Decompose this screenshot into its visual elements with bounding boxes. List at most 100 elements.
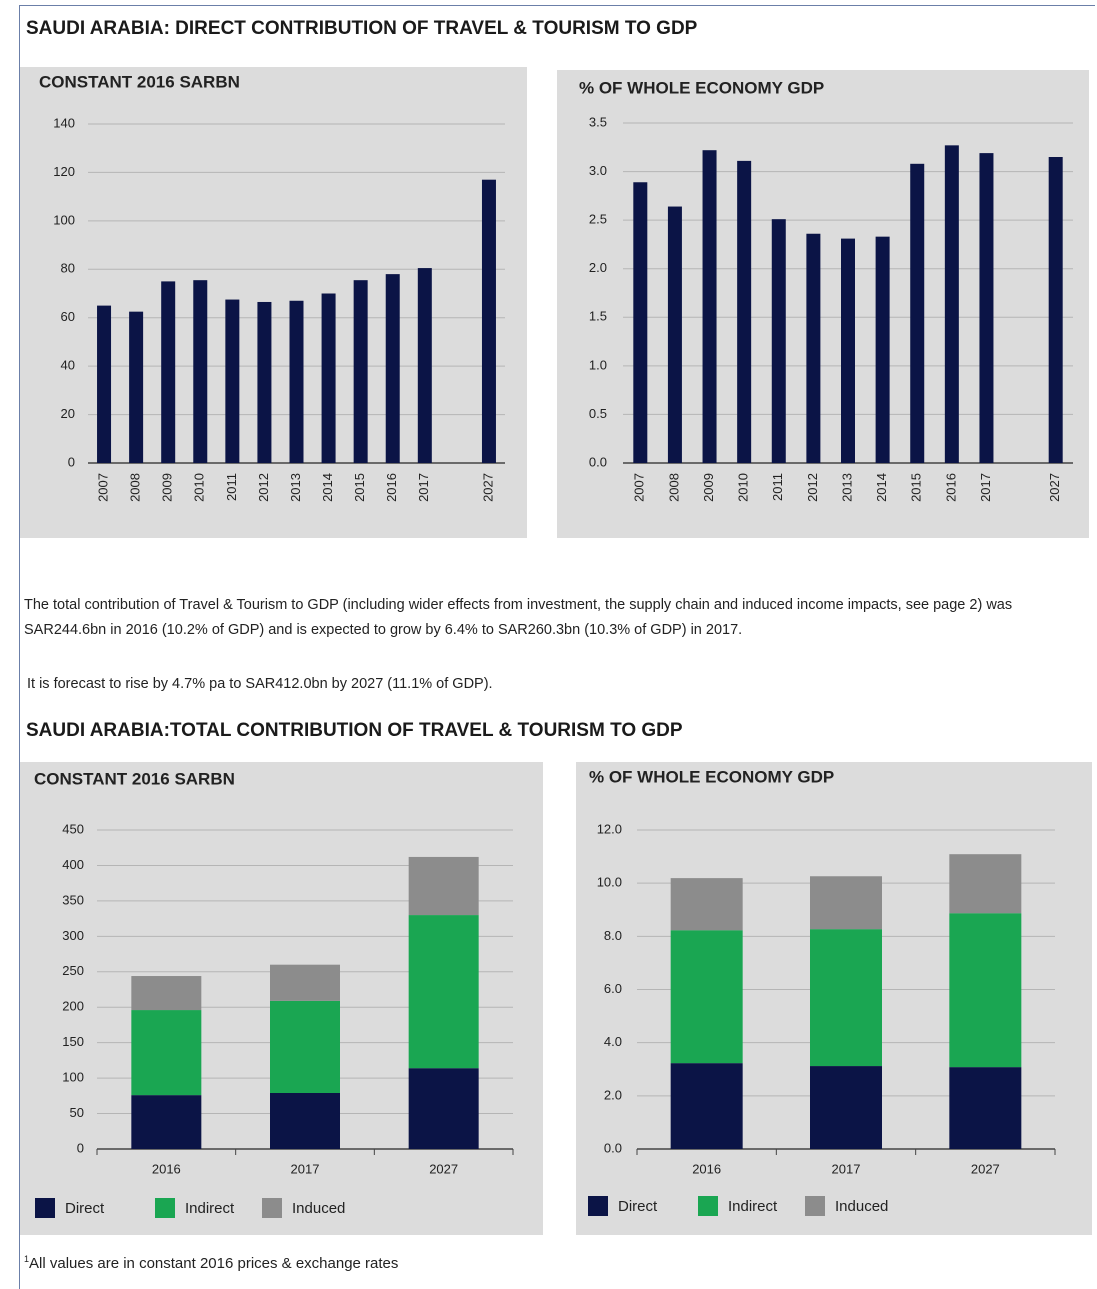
bar-segment — [670, 1063, 743, 1149]
bar — [841, 238, 855, 463]
x-tick-label: 2008 — [128, 473, 143, 502]
bar — [129, 311, 144, 463]
y-tick-label: 150 — [62, 1034, 84, 1049]
x-tick-label: 2008 — [666, 473, 681, 502]
bar — [257, 301, 272, 463]
paragraph: The total contribution of Travel & Touri… — [24, 597, 1013, 638]
chart-panel: % OF WHOLE ECONOMY GDP 0.0 2.0 4.0 6.0 8.0 10.… — [576, 762, 1092, 1235]
bar — [225, 299, 240, 463]
bar — [806, 233, 821, 463]
bar — [702, 150, 717, 463]
bar-segment — [131, 976, 202, 1011]
x-tick-label: 2007 — [632, 473, 647, 502]
bar — [353, 280, 368, 463]
x-tick-label: 2007 — [95, 473, 110, 502]
bar — [1048, 157, 1063, 463]
bar-segment — [131, 1095, 202, 1149]
bar — [385, 274, 400, 463]
bar-segment — [670, 930, 743, 1064]
y-tick-label: 0.0 — [589, 454, 607, 469]
bar-segment — [949, 854, 1022, 914]
y-tick-label: 140 — [53, 115, 75, 130]
chart-title: % OF WHOLE ECONOMY GDP — [589, 767, 834, 786]
bar-segment — [408, 915, 479, 1069]
chart-panel: CONSTANT 2016 SARBN 0 20 40 60 80 100 120 140 200… — [20, 67, 527, 538]
chart-title: % OF WHOLE ECONOMY GDP — [579, 78, 824, 97]
bar — [97, 305, 112, 463]
y-tick-label: 350 — [62, 892, 84, 907]
chart: % OF WHOLE ECONOMY GDP 0.0 0.5 1.0 1.5 2.0 2.5… — [579, 78, 1073, 502]
y-tick-label: 2.5 — [589, 212, 607, 227]
y-tick-label: 250 — [62, 963, 84, 978]
bar — [910, 163, 925, 464]
x-tick-label: 2016 — [152, 1161, 181, 1176]
legend-swatch — [155, 1198, 175, 1218]
y-tick-label: 400 — [62, 857, 84, 872]
x-tick-label: 2011 — [770, 473, 785, 501]
y-tick-label: 200 — [62, 999, 84, 1014]
chart-title: CONSTANT 2016 SARBN — [34, 769, 235, 788]
bar-segment — [670, 878, 743, 931]
bar-segment — [810, 929, 882, 1067]
bar — [321, 293, 336, 463]
x-tick-label: 2011 — [224, 473, 239, 501]
footnote: 1All values are in constant 2016 prices … — [24, 1254, 398, 1272]
chart: CONSTANT 2016 SARBN 0 50 100 150 200 250 300 350… — [34, 769, 514, 1218]
legend-label: Direct — [618, 1198, 658, 1215]
x-tick-label: 2015 — [352, 473, 367, 502]
x-tick-label: 2014 — [874, 473, 889, 502]
legend-swatch — [262, 1198, 282, 1218]
bar — [979, 153, 994, 463]
x-tick-label: 2017 — [832, 1161, 861, 1176]
x-tick-label: 2027 — [480, 473, 495, 502]
y-tick-label: 6.0 — [604, 981, 622, 996]
footnote-text: All values are in constant 2016 prices &… — [29, 1255, 399, 1272]
y-tick-label: 450 — [62, 821, 84, 836]
x-tick-label: 2017 — [291, 1161, 320, 1176]
x-tick-label: 2027 — [971, 1161, 1000, 1176]
y-tick-label: 40 — [61, 358, 75, 373]
x-tick-label: 2017 — [416, 473, 431, 502]
y-tick-label: 100 — [62, 1070, 84, 1085]
y-tick-label: 1.5 — [589, 309, 607, 324]
bar — [771, 219, 786, 463]
x-tick-label: 2015 — [909, 473, 924, 502]
y-tick-label: 300 — [62, 928, 84, 943]
y-tick-label: 0 — [77, 1140, 84, 1155]
bar-segment — [270, 964, 340, 1001]
page-frame — [19, 5, 1095, 1289]
y-tick-label: 2.0 — [604, 1087, 622, 1102]
x-tick-label: 2016 — [943, 473, 958, 502]
y-tick-label: 12.0 — [597, 821, 622, 836]
bar-segment — [408, 856, 479, 916]
x-tick-label: 2016 — [384, 473, 399, 502]
x-tick-label: 2010 — [192, 473, 207, 502]
chart: % OF WHOLE ECONOMY GDP 0.0 2.0 4.0 6.0 8.0 10.… — [588, 767, 1056, 1216]
bar — [193, 280, 208, 463]
x-tick-label: 2013 — [839, 473, 854, 502]
y-tick-label: 80 — [61, 261, 75, 276]
section-title: SAUDI ARABIA:TOTAL CONTRIBUTION OF TRAVE… — [26, 720, 683, 741]
legend-label: Induced — [835, 1198, 888, 1215]
y-tick-label: 3.0 — [589, 163, 607, 178]
y-tick-label: 0 — [68, 454, 75, 469]
x-tick-label: 2013 — [288, 473, 303, 502]
bar — [161, 281, 176, 463]
legend-label: Induced — [292, 1200, 345, 1217]
y-tick-label: 100 — [53, 212, 75, 227]
y-tick-label: 8.0 — [604, 928, 622, 943]
chart-panel: CONSTANT 2016 SARBN 0 50 100 150 200 250 300 350… — [20, 762, 543, 1235]
x-tick-label: 2012 — [256, 473, 271, 502]
y-tick-label: 120 — [53, 164, 75, 179]
legend-swatch — [588, 1196, 608, 1216]
y-tick-label: 50 — [70, 1105, 84, 1120]
x-tick-label: 2016 — [692, 1161, 721, 1176]
y-tick-label: 3.5 — [589, 114, 607, 129]
x-tick-label: 2010 — [736, 473, 751, 502]
legend-swatch — [698, 1196, 718, 1216]
bar — [633, 182, 648, 463]
bar-segment — [131, 1010, 202, 1096]
x-tick-label: 2017 — [978, 473, 993, 502]
legend-label: Indirect — [728, 1198, 778, 1215]
